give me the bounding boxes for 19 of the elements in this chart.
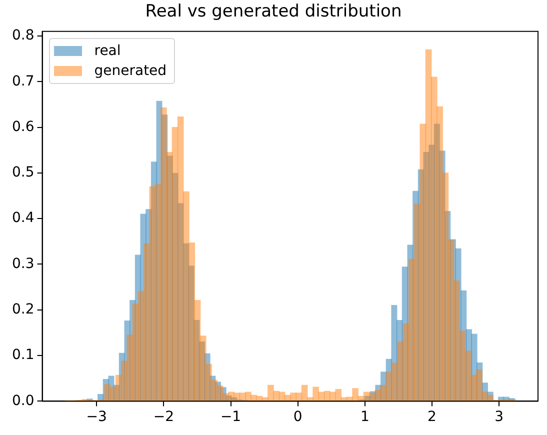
x-tick-label: 2 [428, 409, 436, 426]
y-tick-label: 0.4 [12, 210, 34, 226]
x-tick-label: 3 [494, 409, 504, 426]
x-tick-label: 0 [293, 409, 302, 426]
x-tick-label: −2 [153, 409, 174, 426]
y-tick-label: 0.2 [12, 302, 34, 318]
x-tick-label: −3 [86, 409, 107, 426]
x-tick-label: −1 [220, 409, 242, 426]
y-tick-label: 0.7 [12, 73, 34, 90]
y-tick-label: 0.0 [12, 392, 34, 409]
chart-title: Real vs generated distribution [145, 2, 402, 22]
y-tick-label: 0.5 [12, 164, 34, 181]
y-tick-label: 0.8 [12, 28, 34, 44]
x-tick-label: 1 [360, 409, 370, 426]
legend-label: real [94, 43, 121, 60]
y-tick-label: 0.6 [12, 118, 34, 135]
legend-label: generated [94, 63, 167, 80]
y-tick-label: 0.3 [12, 256, 34, 272]
y-tick-label: 0.1 [12, 347, 34, 364]
